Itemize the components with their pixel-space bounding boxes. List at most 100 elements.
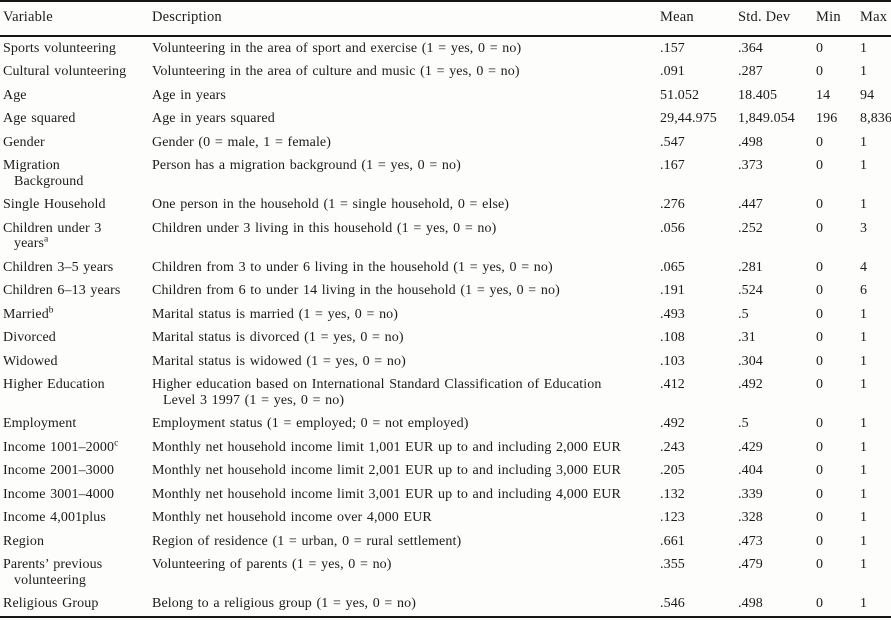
mean-cell: .205 (660, 463, 685, 478)
variable-cell: Age squared (0, 107, 149, 131)
description-cell: Volunteering of parents (1 = yes, 0 = no… (149, 553, 657, 592)
variable-cell: Children 3–5 years (0, 256, 149, 280)
variable-label: Income 2001–3000 (3, 463, 115, 478)
min-cell: 0 (816, 330, 824, 345)
variable-cell: Children 6–13 years (0, 279, 149, 303)
std-dev-cell: .447 (738, 197, 763, 212)
description-text: Region of residence (1 = urban, 0 = rura… (152, 533, 462, 549)
max-cell: 1 (860, 306, 868, 322)
description-text: One person in the household (1 = single … (152, 197, 510, 212)
description-cell: Volunteering in the area of sport and ex… (149, 36, 657, 61)
col-header-description: Description (149, 0, 657, 37)
table-row: Divorced Marital status is divorced (1 = … (0, 326, 891, 350)
min-cell: 0 (816, 220, 824, 236)
table-row: Single Household One person in the househ… (0, 193, 891, 217)
variable-label: Divorced (3, 330, 56, 345)
description-text: Monthly net household income limit 2,001… (152, 463, 621, 478)
variable-cell: Age (0, 84, 149, 108)
variable-cell: Sports volunteering (0, 36, 149, 61)
max-cell: 4 (860, 259, 868, 275)
variable-label: Sports volunteering (3, 40, 116, 56)
description-cell: Children from 3 to under 6 living in the… (149, 256, 657, 280)
description-cell: Volunteering in the area of culture and … (149, 60, 657, 84)
variable-label: Income 4,001plus (3, 510, 106, 525)
max-cell: 1 (860, 439, 868, 455)
max-cell: 8,836 (860, 111, 891, 126)
min-cell: 14 (816, 87, 831, 103)
description-text: Volunteering in the area of sport and ex… (152, 40, 522, 56)
table-row: Marriedb Marital status is married (1 = y… (0, 303, 891, 327)
std-dev-cell: .339 (738, 486, 763, 502)
variable-label: Migration (3, 158, 60, 173)
variable-cell: Widowed (0, 350, 149, 374)
table-row: Income 4,001plus Monthly net household in… (0, 506, 891, 530)
description-text: Children from 6 to under 14 living in th… (152, 283, 560, 298)
std-dev-cell: .492 (738, 377, 763, 392)
mean-cell: .157 (660, 40, 685, 56)
description-cell: Monthly net household income limit 2,001… (149, 459, 657, 483)
min-cell: 0 (816, 533, 824, 549)
max-cell: 94 (860, 87, 875, 103)
description-text: Higher education based on International … (152, 377, 602, 392)
table-row: Religious Group Belong to a religious gro… (0, 592, 891, 617)
min-cell: 0 (816, 40, 824, 56)
table-row: Children 6–13 years Children from 6 to un… (0, 279, 891, 303)
mean-cell: .132 (660, 486, 685, 502)
mean-cell: .123 (660, 510, 685, 525)
table-row: Sports volunteering Volunteering in the a… (0, 36, 891, 61)
description-text: Volunteering in the area of culture and … (152, 64, 520, 79)
variable-label: Income 3001–4000 (3, 486, 115, 502)
max-cell: 1 (860, 40, 868, 56)
variable-label: Widowed (3, 353, 58, 369)
variable-label: volunteering (14, 572, 86, 588)
variable-cell: Migration Background (0, 154, 149, 193)
table-row: Higher Education Higher education based o… (0, 373, 891, 412)
min-cell: 0 (816, 197, 824, 212)
description-cell: Employment status (1 = employed; 0 = not… (149, 412, 657, 436)
description-cell: Children from 6 to under 14 living in th… (149, 279, 657, 303)
std-dev-cell: .498 (738, 134, 763, 150)
description-cell: One person in the household (1 = single … (149, 193, 657, 217)
col-header-variable: Variable (0, 0, 149, 37)
std-dev-cell: .252 (738, 220, 763, 236)
max-cell: 1 (860, 533, 868, 549)
std-dev-cell: .373 (738, 158, 763, 173)
description-cell: Higher education based on International … (149, 373, 657, 412)
description-cell: Marital status is married (1 = yes, 0 = … (149, 303, 657, 327)
table-row: Income 2001–3000 Monthly net household in… (0, 459, 891, 483)
std-dev-cell: .304 (738, 353, 763, 369)
min-cell: 0 (816, 259, 824, 275)
mean-cell: .056 (660, 220, 685, 236)
std-dev-cell: .479 (738, 557, 763, 572)
mean-cell: .243 (660, 439, 685, 455)
table-row: Employment Employment status (1 = employe… (0, 412, 891, 436)
mean-cell: .355 (660, 557, 685, 572)
min-cell: 0 (816, 557, 824, 572)
std-dev-cell: .281 (738, 259, 763, 275)
description-text: Employment status (1 = employed; 0 = not… (152, 416, 469, 431)
std-dev-cell: 1,849.054 (738, 111, 795, 126)
variable-label: Single Household (3, 197, 106, 212)
description-text: Gender (0 = male, 1 = female) (152, 134, 332, 150)
description-text: Volunteering of parents (1 = yes, 0 = no… (152, 557, 392, 572)
variable-cell: Children under 3 yearsa (0, 217, 149, 256)
variable-label: Income 1001–2000 (3, 439, 115, 455)
mean-cell: .492 (660, 416, 685, 431)
max-cell: 1 (860, 557, 868, 572)
max-cell: 1 (860, 416, 868, 431)
description-text: Children under 3 living in this househol… (152, 220, 497, 236)
variable-footnote-mark: b (48, 304, 54, 315)
min-cell: 0 (816, 416, 824, 431)
variable-cell: Higher Education (0, 373, 149, 412)
mean-cell: .065 (660, 259, 685, 275)
mean-cell: .091 (660, 64, 685, 79)
max-cell: 1 (860, 377, 868, 392)
col-header-min: Min (813, 0, 857, 37)
description-text: Marital status is widowed (1 = yes, 0 = … (152, 353, 406, 369)
variable-label: Region (3, 533, 45, 549)
max-cell: 1 (860, 158, 868, 173)
min-cell: 0 (816, 510, 824, 525)
max-cell: 1 (860, 463, 868, 478)
min-cell: 0 (816, 377, 824, 392)
